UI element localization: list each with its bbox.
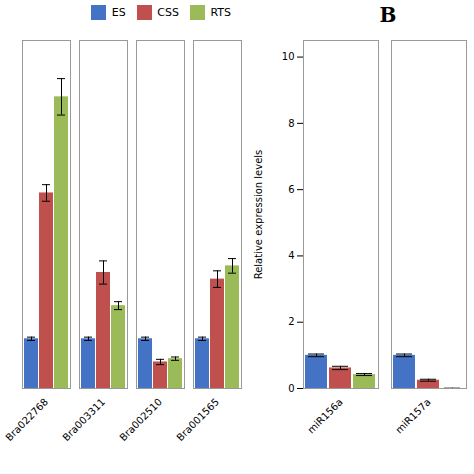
svg-text:Bra001565: Bra001565 [174, 396, 221, 443]
svg-text:Bra003311: Bra003311 [60, 396, 107, 443]
html-text:B: B [379, 3, 397, 27]
html-text:ES: ES [111, 5, 126, 19]
svg-text:6: 6 [288, 184, 294, 195]
svg-text:miR157a: miR157a [393, 396, 432, 435]
svg-text:miR156a: miR156a [305, 396, 344, 435]
html-text:RTS: RTS [210, 5, 231, 19]
svg-text:Relative expression levels: Relative expression levels [253, 150, 264, 280]
svg-text:2: 2 [288, 316, 294, 327]
svg-text:4: 4 [288, 250, 294, 261]
svg-text:0: 0 [288, 383, 294, 394]
html-text:CSS: CSS [157, 5, 179, 19]
svg-text:Bra022768: Bra022768 [3, 396, 50, 443]
svg-text:Bra002510: Bra002510 [117, 396, 164, 443]
svg-text:8: 8 [288, 118, 294, 129]
svg-text:10: 10 [282, 51, 295, 62]
